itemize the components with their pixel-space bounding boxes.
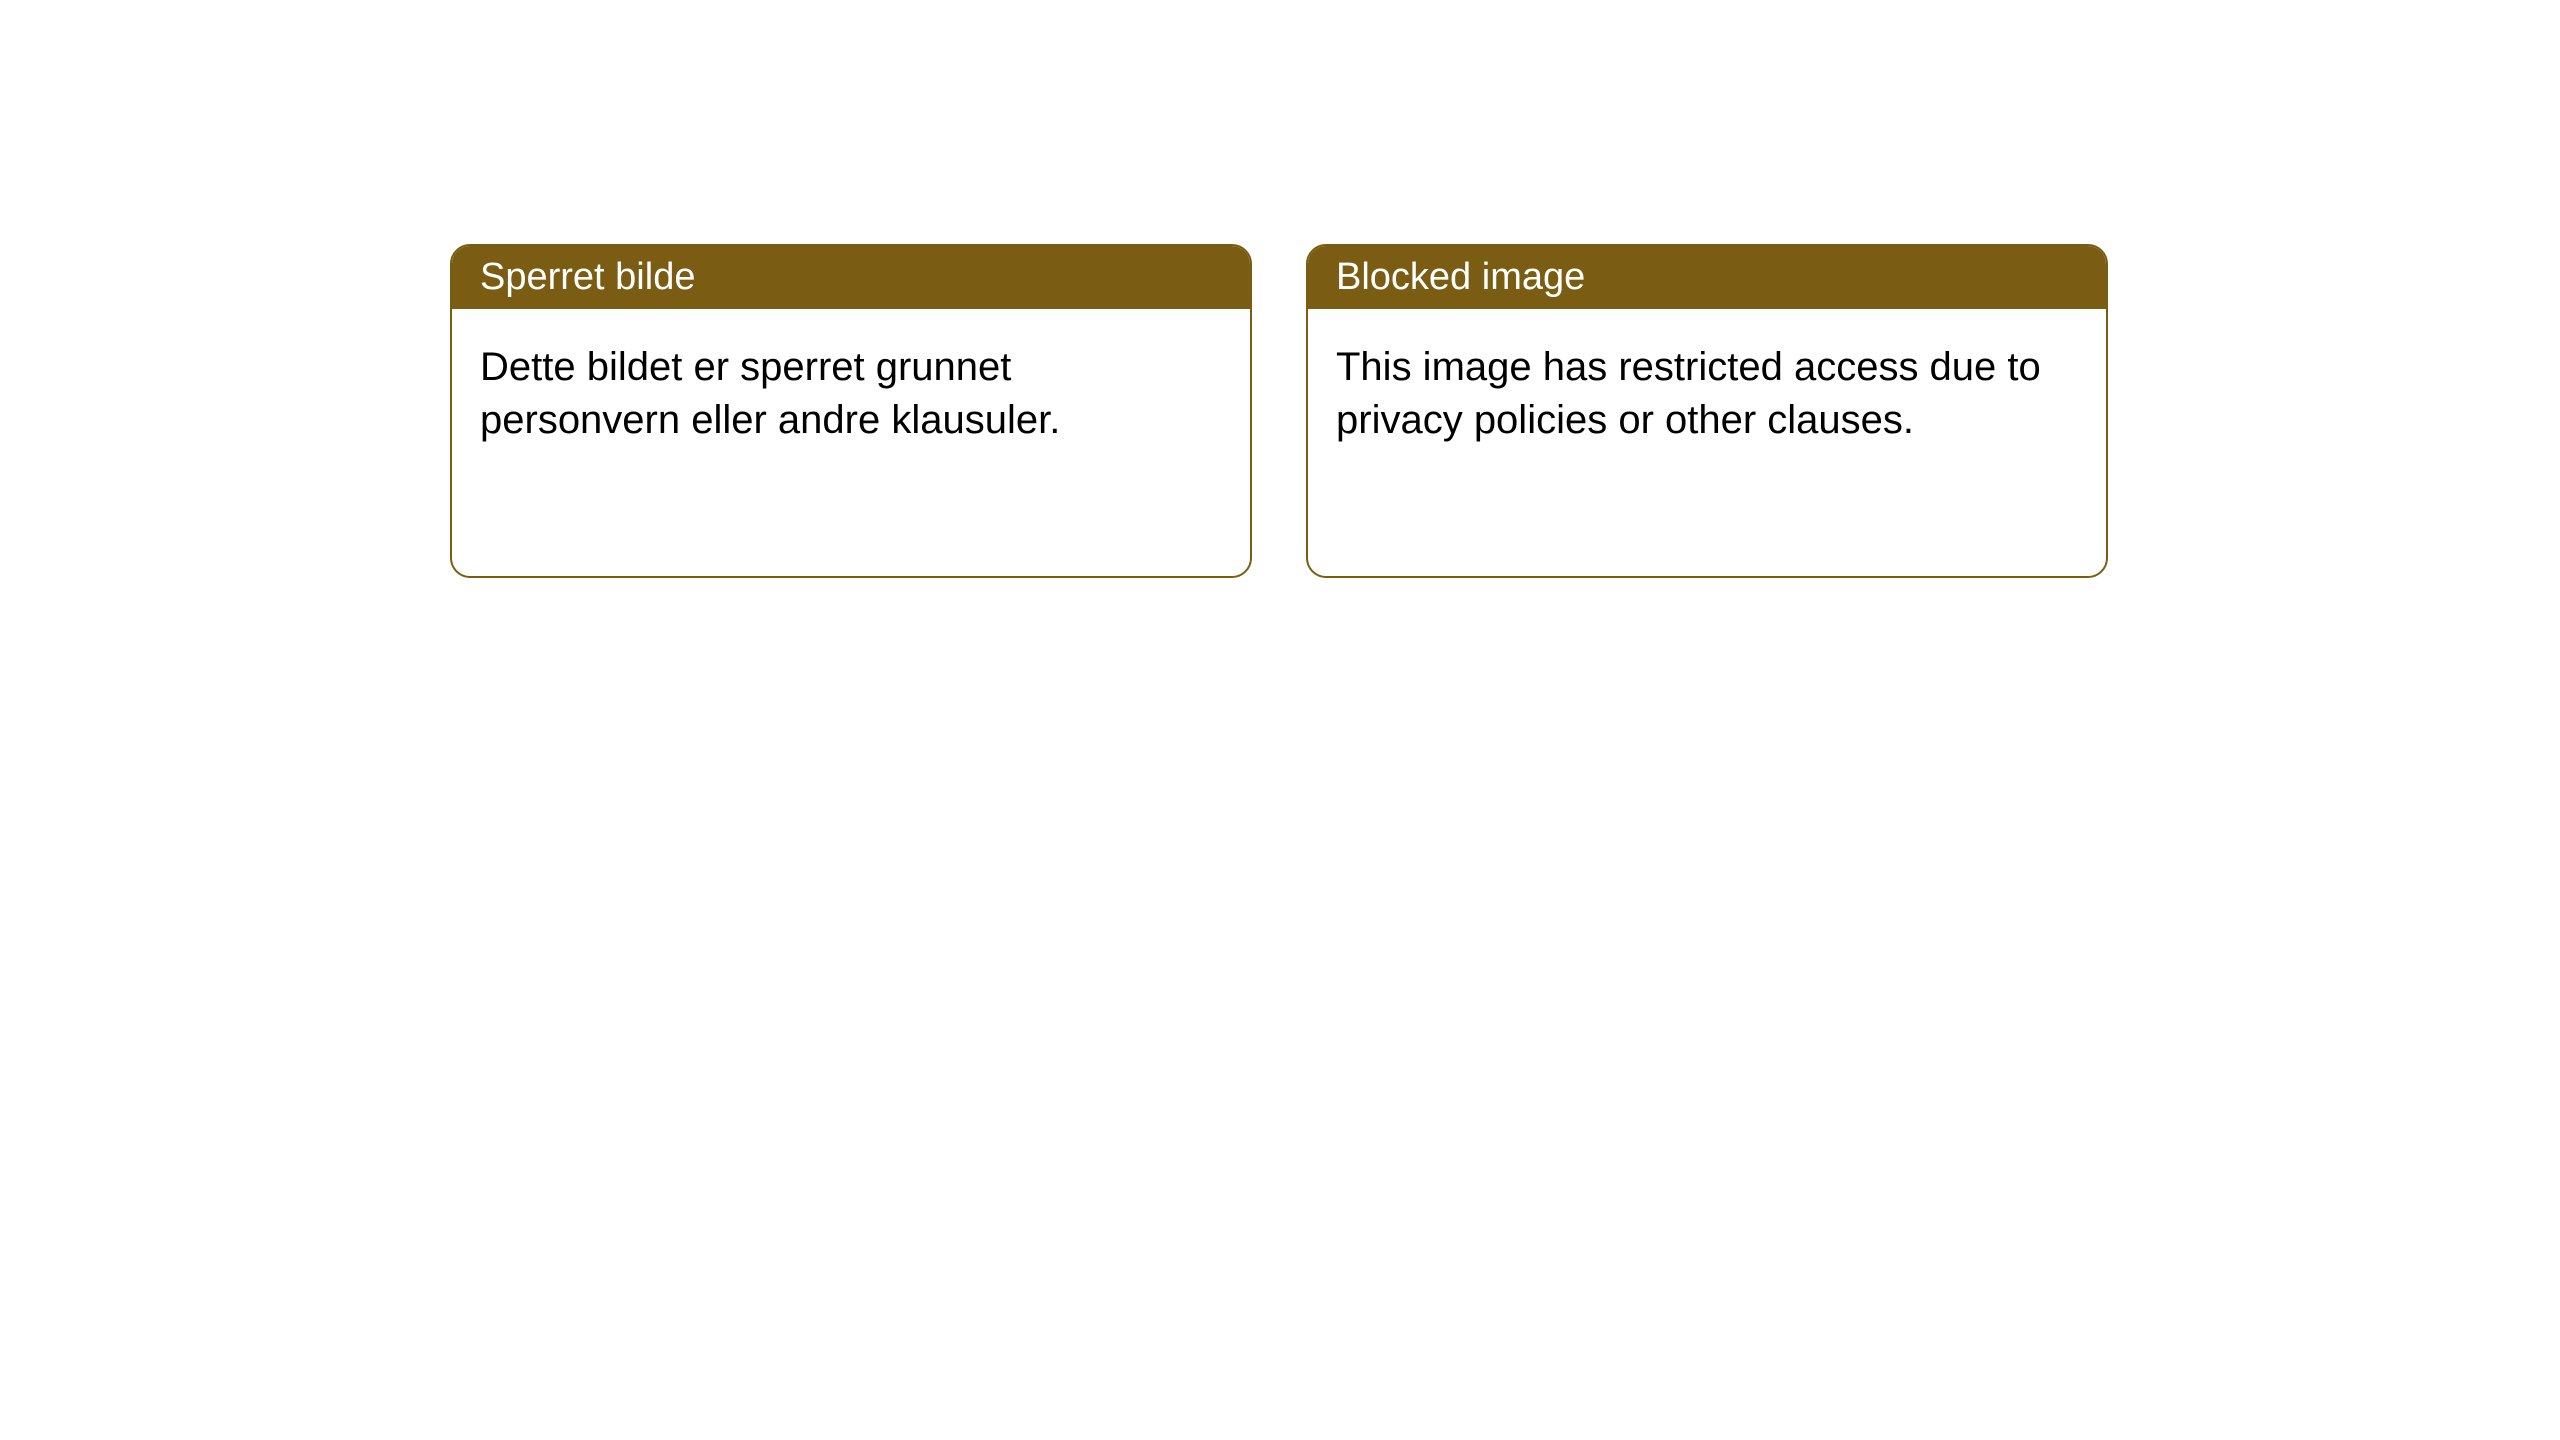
notice-body-english: This image has restricted access due to … bbox=[1308, 309, 2106, 479]
notice-text-english: This image has restricted access due to … bbox=[1336, 345, 2041, 442]
notice-card-norwegian: Sperret bilde Dette bildet er sperret gr… bbox=[450, 244, 1252, 578]
notice-header-norwegian: Sperret bilde bbox=[452, 246, 1250, 309]
notice-text-norwegian: Dette bildet er sperret grunnet personve… bbox=[480, 345, 1060, 442]
notice-header-english: Blocked image bbox=[1308, 246, 2106, 309]
notice-title-english: Blocked image bbox=[1336, 256, 1585, 298]
notice-container: Sperret bilde Dette bildet er sperret gr… bbox=[450, 244, 2108, 578]
notice-body-norwegian: Dette bildet er sperret grunnet personve… bbox=[452, 309, 1250, 479]
notice-card-english: Blocked image This image has restricted … bbox=[1306, 244, 2108, 578]
notice-title-norwegian: Sperret bilde bbox=[480, 256, 695, 298]
